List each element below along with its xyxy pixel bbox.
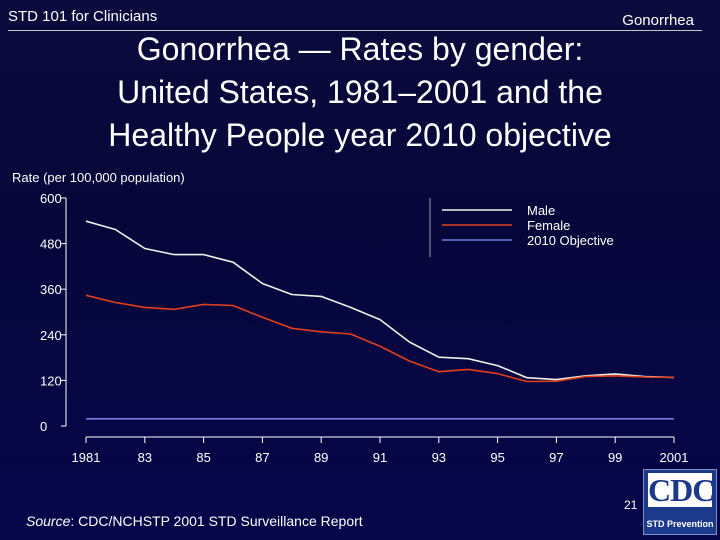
cdc-logo-subtext: STD Prevention bbox=[646, 519, 714, 529]
page-number: 21 bbox=[624, 498, 638, 512]
x-tick-label: 1981 bbox=[72, 450, 101, 465]
source-text: : CDC/NCHSTP 2001 STD Surveillance Repor… bbox=[70, 513, 363, 529]
y-tick-label: 480 bbox=[40, 237, 62, 252]
header-divider bbox=[8, 30, 702, 31]
x-tick-label: 91 bbox=[373, 450, 387, 465]
x-tick-label: 83 bbox=[138, 450, 152, 465]
topic-label: Gonorrhea bbox=[622, 12, 694, 29]
x-tick-label: 93 bbox=[432, 450, 446, 465]
legend-label-male: Male bbox=[527, 203, 555, 218]
y-tick-label: 120 bbox=[40, 373, 62, 388]
cdc-logo-mark: CDC bbox=[648, 472, 715, 508]
legend-label-objective: 2010 Objective bbox=[527, 233, 614, 248]
x-tick-label: 99 bbox=[608, 450, 622, 465]
title-line-2: United States, 1981–2001 and the bbox=[117, 74, 603, 110]
x-tick-label: 2001 bbox=[660, 450, 689, 465]
x-tick-label: 89 bbox=[314, 450, 328, 465]
source-label: Source bbox=[26, 513, 71, 529]
y-axis-label: Rate (per 100,000 population) bbox=[12, 170, 185, 185]
series-lines bbox=[85, 220, 675, 420]
source-note: Source: CDC/NCHSTP 2001 STD Surveillance… bbox=[26, 513, 363, 529]
x-tick-label: 97 bbox=[549, 450, 563, 465]
y-tick-label: 0 bbox=[40, 419, 47, 434]
title-line-3: Healthy People year 2010 objective bbox=[108, 117, 612, 153]
x-tick-label: 85 bbox=[196, 450, 210, 465]
title-line-1: Gonorrhea — Rates by gender: bbox=[136, 31, 584, 67]
series-line-female bbox=[85, 294, 675, 383]
x-tick-label: 87 bbox=[255, 450, 269, 465]
series-line-male bbox=[85, 220, 675, 381]
legend-label-female: Female bbox=[527, 218, 570, 233]
y-tick-label: 360 bbox=[40, 282, 62, 297]
x-tick-label: 95 bbox=[490, 450, 504, 465]
y-tick-label: 600 bbox=[40, 191, 62, 206]
cdc-logo: CDC STD Prevention bbox=[643, 469, 717, 535]
course-title: STD 101 for Clinicians bbox=[8, 8, 158, 25]
axes: 600 480 360 240 120 0 1981 83 85 87 89 91 93 95 97 99 20… bbox=[40, 191, 688, 465]
y-tick-label: 240 bbox=[40, 328, 62, 343]
slide-title: Gonorrhea — Rates by gender: United Stat… bbox=[0, 28, 720, 157]
